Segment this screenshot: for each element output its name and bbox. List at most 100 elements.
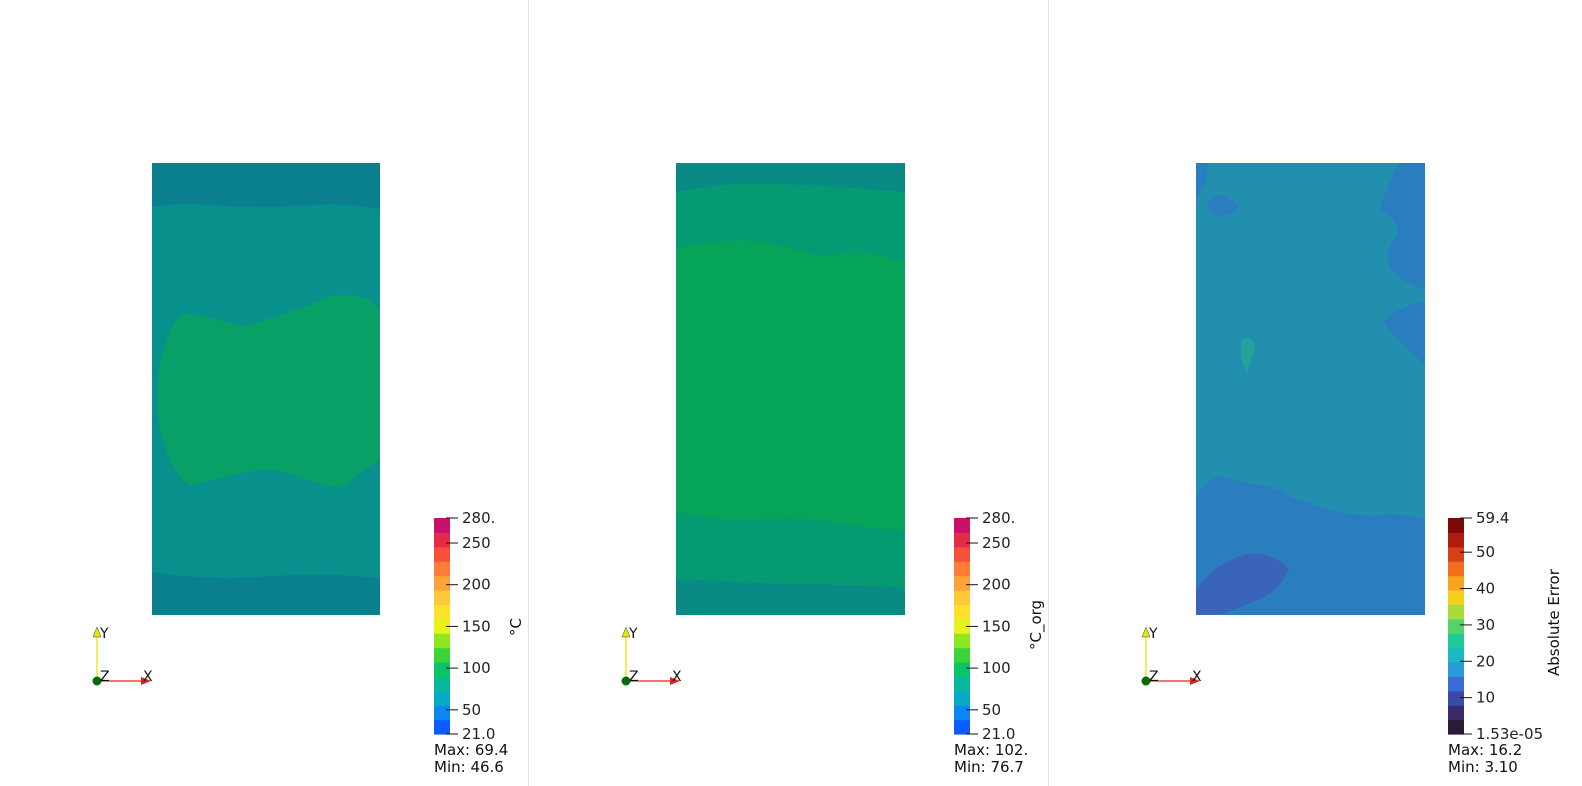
temperature-field	[676, 163, 905, 615]
colorbar: 280. 250 200 150 100 50 21.0	[954, 509, 1015, 743]
colorbar-tick-label: 1.53e-05	[1476, 725, 1543, 743]
colorbar-swatch	[954, 518, 970, 533]
colorbar-tick-label: 200	[982, 576, 1011, 594]
colorbar-swatch	[954, 532, 970, 548]
colorbar-swatch	[954, 705, 970, 721]
max-value-label: Max: 102.	[954, 741, 1029, 759]
colorbar-swatch	[434, 633, 450, 649]
scene-canvas[interactable]: Y Z X 59.4 50 40 30 20 10 1.53e-05	[1049, 0, 1582, 786]
x-axis-arrow-icon	[670, 677, 680, 685]
colorbar-tick-label: 100	[982, 659, 1011, 677]
field-blob-green	[1240, 338, 1255, 372]
colorbar-tick-label: 50	[462, 701, 481, 719]
colorbar-swatch	[954, 546, 970, 562]
colorbar-title: Absolute Error	[1545, 569, 1563, 676]
colorbar-swatch	[434, 575, 450, 591]
colorbar-swatch	[954, 690, 970, 706]
colorbar-tick-label: 200	[462, 576, 491, 594]
render-view-original[interactable]: Y Z X 280. 250 200 150 100 50 21.0 °C_org Max:…	[529, 0, 1048, 786]
colorbar-swatch	[434, 662, 450, 677]
min-value-label: Min: 46.6	[434, 758, 504, 776]
axis-label-y: Y	[628, 626, 638, 642]
y-axis-arrow-icon	[92, 626, 102, 638]
colorbar-swatch	[434, 546, 450, 562]
max-value-label: Max: 69.4	[434, 741, 509, 759]
colorbar-swatch	[434, 719, 450, 735]
colorbar-swatch	[1448, 676, 1464, 692]
colorbar-tick-label: 21.0	[982, 725, 1015, 743]
z-axis-origin-icon	[621, 676, 631, 686]
axis-label-z: Z	[1149, 669, 1159, 685]
axis-label-x: X	[143, 669, 153, 685]
colorbar-tick-label: 250	[462, 534, 491, 552]
colorbar-tick-label: 100	[462, 659, 491, 677]
colorbar-swatch	[1448, 604, 1464, 620]
z-axis-origin-icon	[92, 676, 102, 686]
x-axis-arrow-icon	[1190, 677, 1200, 685]
panel-divider-2	[1048, 0, 1049, 786]
colorbar-swatch	[434, 705, 450, 721]
colorbar-swatch	[1448, 532, 1464, 548]
colorbar-swatch	[954, 676, 970, 692]
colorbar-tick-label: 250	[982, 534, 1011, 552]
colorbar-swatch	[954, 633, 970, 649]
colorbar-tick-label: 280.	[982, 509, 1015, 527]
render-view-predicted[interactable]: Y Z X 280. 250 200 150 100 50 21.0 °C Max: 69.…	[0, 0, 528, 786]
colorbar-swatch	[434, 647, 450, 663]
scene-canvas[interactable]: Y Z X 280. 250 200 150 100 50 21.0	[0, 0, 528, 786]
colorbar-swatch	[434, 690, 450, 706]
panel-divider-1	[528, 0, 529, 786]
colorbar-swatch	[1448, 561, 1464, 577]
colorbar-tick-label: 50	[982, 701, 1001, 719]
field-region-upper-right	[1379, 163, 1425, 290]
field-region-right-notch	[1384, 300, 1425, 365]
field-blob-left	[1207, 194, 1238, 216]
colorbar-swatch	[1448, 705, 1464, 721]
y-axis-arrow-icon	[1141, 626, 1151, 638]
axis-label-y: Y	[1148, 626, 1158, 642]
error-field	[1196, 163, 1425, 615]
axis-label-y: Y	[99, 626, 109, 642]
colorbar-swatch	[1448, 690, 1464, 706]
colorbar-tick-label: 20	[1476, 652, 1495, 670]
colorbar-tick-label: 30	[1476, 616, 1495, 634]
orientation-axes: Y Z X	[92, 626, 153, 686]
colorbar-tick-label: 21.0	[462, 725, 495, 743]
colorbar-swatch	[1448, 662, 1464, 677]
colorbar-tick-label: 50	[1476, 543, 1495, 561]
colorbar-swatch	[954, 590, 970, 605]
colorbar-swatch	[1448, 618, 1464, 634]
colorbar-tick-label: 150	[462, 617, 491, 635]
axis-label-z: Z	[100, 669, 110, 685]
colorbar-swatch	[434, 590, 450, 605]
colorbar-tick-label: 280.	[462, 509, 495, 527]
colorbar-swatch	[434, 676, 450, 692]
colorbar-swatch	[434, 561, 450, 577]
colorbar-swatch	[434, 618, 450, 634]
colorbar-swatch	[954, 719, 970, 735]
axis-label-x: X	[1192, 669, 1202, 685]
min-value-label: Min: 3.10	[1448, 758, 1518, 776]
colorbar-swatch	[434, 604, 450, 620]
field-region-low-corner	[1196, 553, 1289, 615]
x-axis-arrow-icon	[141, 677, 151, 685]
temperature-field	[152, 163, 380, 615]
render-view-absolute-error[interactable]: Y Z X 59.4 50 40 30 20 10 1.53e-05 Absolute Er…	[1049, 0, 1582, 786]
colorbar-title: °C	[507, 618, 525, 636]
colorbar-tick-label: 10	[1476, 689, 1495, 707]
colorbar-swatch	[954, 647, 970, 663]
colorbar-title: °C_org	[1027, 599, 1045, 650]
colorbar-tick-label: 59.4	[1476, 509, 1509, 527]
colorbar: 280. 250 200 150 100 50 21.0	[434, 509, 495, 743]
scene-canvas[interactable]: Y Z X 280. 250 200 150 100 50 21.0	[529, 0, 1048, 786]
colorbar-swatch	[954, 662, 970, 677]
orientation-axes: Y Z X	[621, 626, 682, 686]
colorbar-swatch	[1448, 518, 1464, 533]
field-region-top-left	[1196, 163, 1209, 198]
colorbar-swatch	[954, 604, 970, 620]
colorbar-tick-label: 150	[982, 617, 1011, 635]
colorbar-tick-label: 40	[1476, 580, 1495, 598]
min-value-label: Min: 76.7	[954, 758, 1024, 776]
colorbar: 59.4 50 40 30 20 10 1.53e-05	[1448, 509, 1543, 743]
colorbar-swatch	[954, 618, 970, 634]
